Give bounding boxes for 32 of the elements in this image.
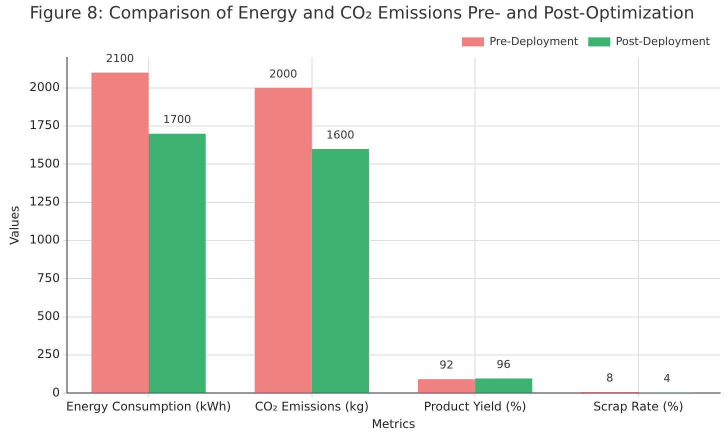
y-tick-label: 1500 — [29, 156, 60, 170]
y-tick-label: 250 — [37, 347, 60, 362]
y-tick-label: 750 — [37, 270, 60, 285]
y-tick-label: 1250 — [29, 194, 60, 209]
x-tick-label: Energy Consumption (kWh) — [66, 400, 232, 414]
data-label: 2000 — [269, 67, 298, 80]
bar — [312, 148, 369, 393]
x-axis-title: Metrics — [372, 416, 416, 431]
bar — [418, 379, 476, 393]
data-label: 1700 — [163, 113, 192, 126]
legend-label: Post-Deployment — [616, 34, 711, 48]
chart-title: Figure 8: Comparison of Energy and CO₂ Emissions Pre- and Post-Optimization — [30, 4, 694, 24]
y-tick-label: 1750 — [29, 118, 60, 132]
data-label: 4 — [663, 372, 670, 385]
x-tick-label: Scrap Rate (%) — [593, 400, 684, 414]
data-label: 92 — [440, 358, 454, 372]
x-tick-label: Product Yield (%) — [424, 400, 526, 414]
data-label: 1600 — [326, 128, 354, 142]
y-axis-title: Values — [7, 206, 22, 245]
y-tick-label: 2000 — [29, 80, 60, 94]
bar — [91, 72, 149, 393]
data-label: 8 — [606, 371, 614, 384]
data-label: 2100 — [106, 52, 134, 66]
bar — [475, 378, 532, 393]
y-tick-label: 500 — [37, 309, 60, 324]
bar — [148, 134, 206, 393]
data-label: 96 — [496, 358, 511, 371]
y-tick-label: 0 — [52, 385, 60, 400]
y-tick-label: 1000 — [29, 232, 60, 247]
x-tick-label: CO₂ Emissions (kg) — [254, 400, 369, 414]
legend-label: Pre-Deployment — [489, 34, 579, 48]
bar — [254, 88, 312, 393]
